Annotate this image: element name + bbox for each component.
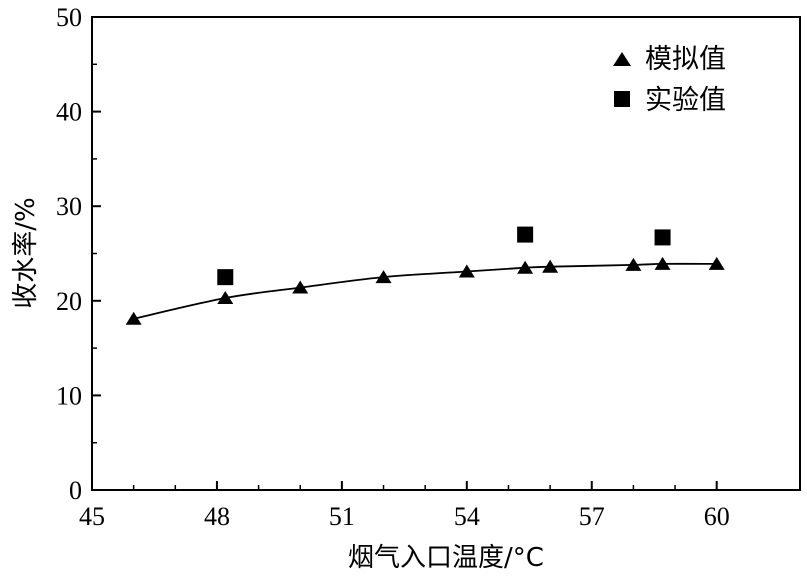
simulated-point xyxy=(708,256,725,270)
y-tick-label: 50 xyxy=(56,3,82,32)
simulated-point xyxy=(542,259,559,273)
legend-label-experimental: 实验值 xyxy=(645,85,726,116)
y-tick-label: 20 xyxy=(56,287,82,316)
x-tick-label: 54 xyxy=(454,502,480,531)
simulated-point xyxy=(517,260,534,274)
y-tick-label: 10 xyxy=(56,381,82,410)
axis-ticks xyxy=(91,16,718,491)
simulated-point xyxy=(375,270,392,284)
series-layer xyxy=(125,226,725,325)
simulated-point xyxy=(125,311,142,325)
simulated-point xyxy=(292,280,309,294)
x-tick-label: 60 xyxy=(704,502,730,531)
x-tick-label: 48 xyxy=(204,502,230,531)
y-axis-title: 收水率/% xyxy=(11,197,41,308)
x-tick-label: 57 xyxy=(579,502,605,531)
y-tick-label: 0 xyxy=(69,476,82,505)
legend-label-simulated: 模拟值 xyxy=(645,44,726,75)
y-tick-labels: 0 10 20 30 40 50 xyxy=(56,3,82,505)
legend-triangle-icon xyxy=(613,52,631,66)
experimental-point xyxy=(654,229,671,246)
experimental-point xyxy=(217,269,234,286)
series-line-0 xyxy=(133,262,717,320)
y-tick-label: 30 xyxy=(56,192,82,221)
legend: 模拟值 实验值 xyxy=(613,44,726,116)
simulated-point xyxy=(625,257,642,271)
experimental-point xyxy=(517,226,534,243)
x-tick-label: 45 xyxy=(79,502,105,531)
simulated-point xyxy=(217,290,234,304)
legend-square-icon xyxy=(614,91,630,107)
y-tick-label: 40 xyxy=(56,98,82,127)
simulated-point xyxy=(654,256,671,270)
simulated-point xyxy=(458,264,475,278)
x-tick-labels: 45 48 51 54 57 60 xyxy=(79,502,730,531)
x-tick-label: 51 xyxy=(329,502,355,531)
x-axis-title: 烟气入口温度/°C xyxy=(348,543,544,573)
